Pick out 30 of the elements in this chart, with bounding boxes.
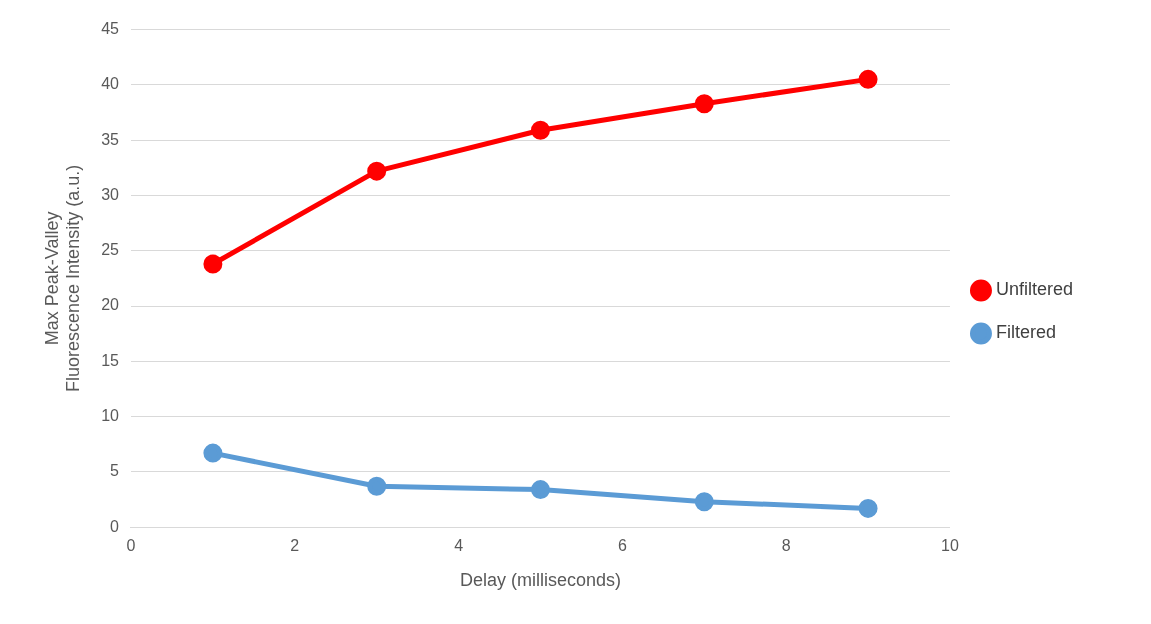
x-axis-title: Delay (milliseconds)	[459, 570, 621, 591]
y-tick-label: 5	[110, 462, 120, 480]
y-tick-label: 45	[101, 20, 120, 38]
point	[367, 476, 387, 496]
point	[203, 254, 223, 274]
legend-label: Unfiltered	[995, 279, 1074, 300]
point	[530, 120, 550, 140]
point	[858, 498, 878, 518]
x-tick-label: 10	[941, 537, 959, 555]
x-tick-label: 8	[781, 537, 791, 555]
x-tick-label: 0	[126, 537, 136, 555]
x-tick-label: 4	[454, 537, 464, 555]
point	[694, 492, 714, 512]
point	[858, 69, 878, 89]
y-tick-label: 10	[101, 407, 120, 425]
x-tick-label: 2	[290, 537, 300, 555]
point	[694, 94, 714, 114]
y-tick-label: 15	[101, 351, 120, 369]
y-tick-label: 30	[101, 185, 120, 203]
y-tick-label: 20	[101, 296, 120, 314]
y-tick-label: 25	[101, 241, 120, 259]
legend-label: Filtered	[995, 322, 1056, 343]
y-tick-label: 0	[110, 517, 120, 535]
y-tick-label: 40	[101, 75, 120, 93]
x-tick-label: 6	[617, 537, 627, 555]
point	[530, 480, 550, 500]
point	[367, 161, 387, 181]
point	[203, 443, 223, 463]
y-axis-title: Max Peak-Valley Fluorescence Intensity (a.u.)	[41, 164, 84, 392]
y-tick-label: 35	[101, 130, 120, 148]
